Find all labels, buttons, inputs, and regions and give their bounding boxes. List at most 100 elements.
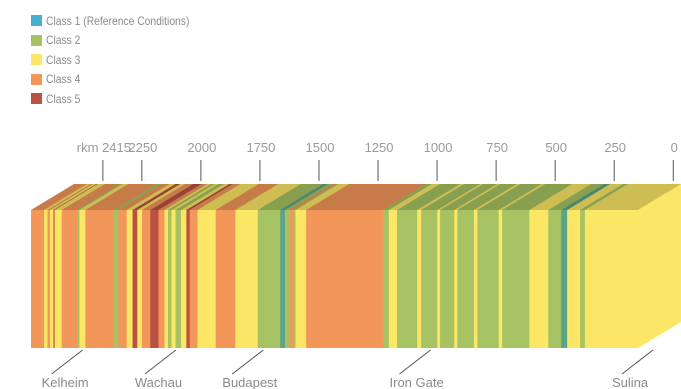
segment-top-16 bbox=[142, 184, 194, 210]
segment-front-12 bbox=[118, 210, 128, 348]
segment-front-7 bbox=[66, 210, 78, 348]
segment-top-54 bbox=[567, 184, 624, 210]
segment-front-45 bbox=[457, 210, 475, 348]
segment-front-20 bbox=[167, 210, 172, 348]
segment-top-14 bbox=[132, 184, 181, 210]
segment-front-15 bbox=[137, 210, 143, 348]
segment-front-14 bbox=[132, 210, 138, 348]
legend-label-class-2: Class 2 bbox=[46, 33, 81, 48]
segment-front-34 bbox=[295, 210, 307, 348]
segment-front-42 bbox=[437, 210, 441, 348]
segment-front-50 bbox=[529, 210, 549, 348]
segment-top-55 bbox=[580, 184, 629, 210]
segment-top-22 bbox=[175, 184, 225, 210]
segment-front-43 bbox=[440, 210, 455, 348]
segment-front-13 bbox=[126, 210, 133, 348]
tick-label-2415: rkm 2415 bbox=[77, 140, 131, 155]
segment-front-30 bbox=[280, 210, 286, 348]
segment-top-42 bbox=[437, 184, 484, 210]
segment-top-50 bbox=[529, 184, 592, 210]
segment-top-39 bbox=[400, 184, 461, 210]
tick-label-1250: 1250 bbox=[365, 140, 394, 155]
tick-label-2000: 2000 bbox=[187, 140, 216, 155]
segment-top-2 bbox=[47, 184, 94, 210]
segment-top-9 bbox=[79, 184, 129, 210]
segment-front-28 bbox=[235, 210, 259, 348]
legend-swatch-class-2 bbox=[31, 34, 42, 46]
segment-front-32 bbox=[289, 210, 294, 348]
segment-top-10 bbox=[85, 184, 158, 210]
segment-top-37 bbox=[388, 184, 441, 210]
segment-front-40 bbox=[417, 210, 422, 348]
legend-label-class-4: Class 4 bbox=[46, 72, 81, 87]
segment-front-56 bbox=[584, 210, 639, 348]
segment-front-23 bbox=[180, 210, 187, 348]
segment-top-27 bbox=[215, 184, 279, 210]
segment-top-25 bbox=[189, 184, 241, 210]
segment-top-45 bbox=[457, 184, 518, 210]
legend-label-class-3: Class 3 bbox=[46, 52, 81, 67]
segment-top-35 bbox=[306, 184, 427, 210]
segment-front-49 bbox=[502, 210, 530, 348]
segment-front-55 bbox=[580, 210, 586, 348]
segment-top-51 bbox=[548, 184, 596, 210]
segment-front-8 bbox=[77, 210, 80, 348]
segment-front-51 bbox=[548, 210, 553, 348]
segment-front-0 bbox=[31, 210, 45, 348]
segment-top-44 bbox=[454, 184, 501, 210]
segment-top-40 bbox=[417, 184, 465, 210]
segment-front-24 bbox=[186, 210, 191, 348]
tick-label-1500: 1500 bbox=[306, 140, 335, 155]
segment-front-39 bbox=[400, 210, 418, 348]
segment-front-27 bbox=[215, 210, 236, 348]
segment-front-10 bbox=[85, 210, 115, 348]
segment-front-31 bbox=[284, 210, 291, 348]
band-side-face bbox=[638, 184, 681, 348]
segment-top-17 bbox=[150, 184, 202, 210]
segment-top-15 bbox=[137, 184, 186, 210]
segment-front-25 bbox=[189, 210, 198, 348]
segment-front-2 bbox=[47, 210, 51, 348]
segment-front-29 bbox=[257, 210, 281, 348]
segment-top-13 bbox=[126, 184, 176, 210]
segment-top-46 bbox=[473, 184, 521, 210]
segment-top-11 bbox=[113, 184, 162, 210]
segment-front-5 bbox=[54, 210, 63, 348]
legend-swatch-class-5 bbox=[31, 93, 42, 105]
segment-front-48 bbox=[498, 210, 503, 348]
legend-label-class-5: Class 5 bbox=[46, 91, 81, 106]
segment-top-36 bbox=[382, 184, 433, 210]
segment-top-3 bbox=[49, 184, 97, 210]
segment-front-38 bbox=[397, 210, 402, 348]
legend-item-class-5: Class 5 bbox=[31, 89, 213, 109]
segment-front-17 bbox=[150, 210, 159, 348]
segment-front-44 bbox=[454, 210, 458, 348]
legend-label-class-1: Class 1 (Reference Conditions) bbox=[46, 13, 190, 28]
segment-top-38 bbox=[397, 184, 445, 210]
place-line-2 bbox=[231, 349, 264, 375]
legend-item-class-3: Class 3 bbox=[31, 50, 213, 70]
segment-front-3 bbox=[49, 210, 54, 348]
place-label-1: Wachau bbox=[135, 375, 182, 389]
segment-top-19 bbox=[164, 184, 212, 210]
segment-top-18 bbox=[158, 184, 208, 210]
segment-front-53 bbox=[561, 210, 568, 348]
legend-swatch-class-1 bbox=[31, 15, 42, 27]
segment-top-32 bbox=[289, 184, 337, 210]
segment-front-21 bbox=[171, 210, 176, 348]
segment-front-11 bbox=[113, 210, 119, 348]
segment-top-26 bbox=[197, 184, 260, 210]
place-line-3 bbox=[399, 349, 431, 375]
segment-top-30 bbox=[280, 184, 329, 210]
tick-label-0: 0 bbox=[671, 140, 678, 155]
legend-swatch-class-4 bbox=[31, 73, 42, 85]
band-top-face bbox=[31, 184, 681, 210]
segment-top-1 bbox=[43, 184, 91, 210]
segment-top-29 bbox=[257, 184, 324, 210]
segment-top-34 bbox=[295, 184, 350, 210]
segment-top-41 bbox=[421, 184, 481, 210]
segment-top-20 bbox=[167, 184, 215, 210]
tick-label-750: 750 bbox=[486, 140, 508, 155]
